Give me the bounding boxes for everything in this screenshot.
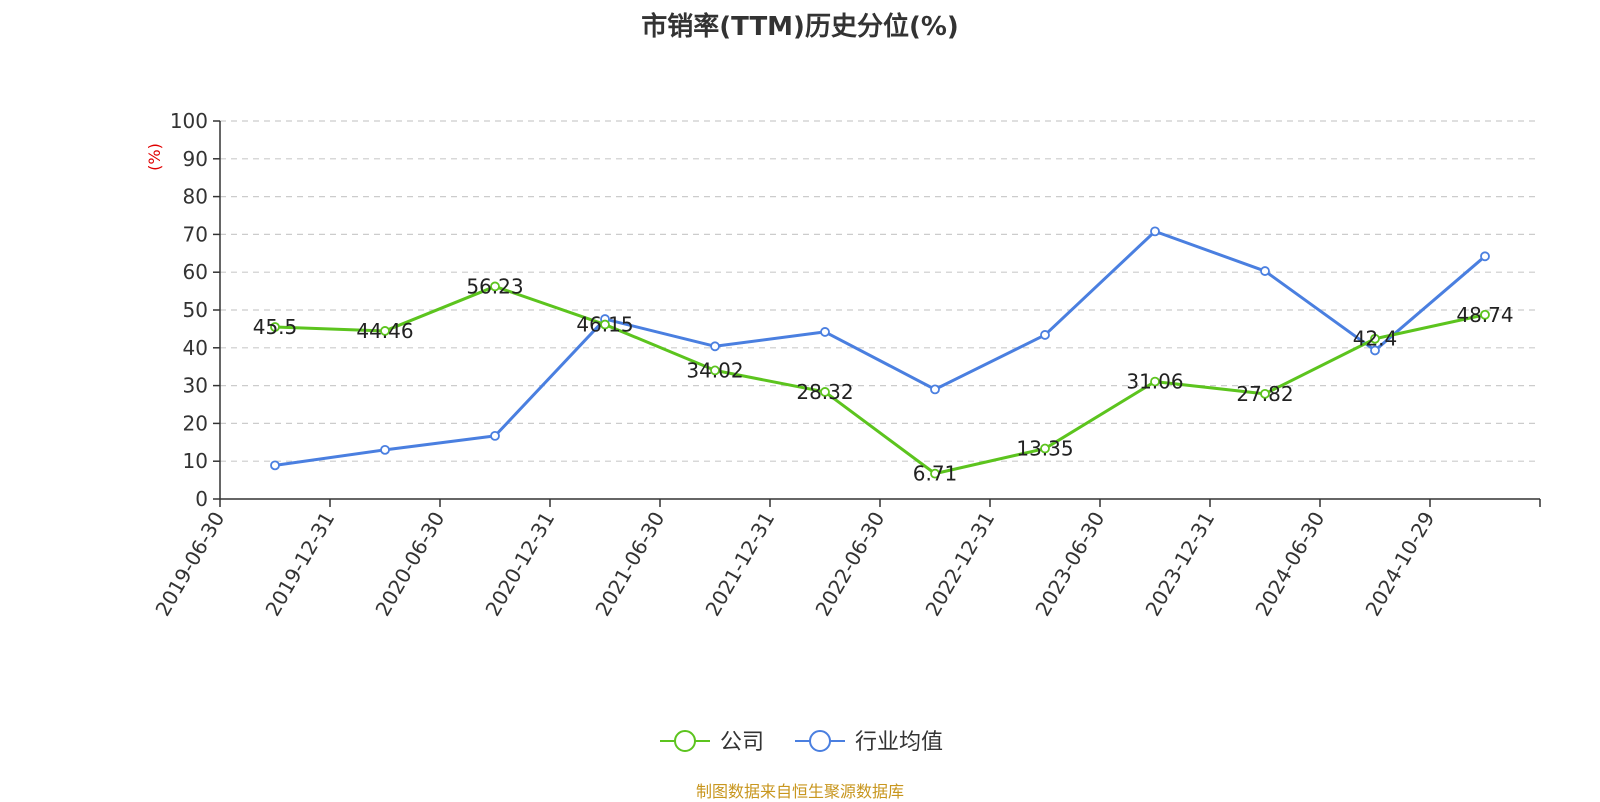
data-point [1480,309,1490,320]
data-point [380,444,390,455]
y-tick-label: 100 [170,109,208,133]
y-axis-label: (%) [145,143,164,171]
data-label: 28.32 [796,380,853,404]
data-label: 34.02 [686,358,743,382]
data-label: 44.46 [356,319,413,343]
data-point [490,281,500,292]
y-tick-label: 90 [183,147,208,171]
source-note: 制图数据来自恒生聚源数据库 [695,782,904,801]
legend[interactable]: 公司 行业均值 [660,730,943,755]
x-tick-label: 2024-06-30 [1250,508,1329,621]
data-point [270,322,280,332]
x-tick-label: 2023-12-31 [1140,508,1219,621]
y-tick-label: 70 [183,222,208,246]
series-line-1 [274,229,1486,467]
x-tick-label: 2020-12-31 [480,508,559,621]
data-label: 13.35 [1016,437,1073,461]
y-tick-label: 10 [183,449,208,473]
legend-item-1[interactable]: 行业均值 [795,730,943,755]
y-tick-label: 80 [183,185,208,209]
x-tick-label: 2022-12-31 [920,508,999,621]
data-point [1040,330,1050,340]
data-point [710,365,720,376]
series-lines [270,226,1490,479]
data-point [710,341,720,352]
chart-title: 市销率(TTM)历史分位(%) [641,12,959,42]
axes: 0 10 20 30 40 50 60 70 80 90 100 2019-06-30 2019-12-… [150,109,1541,621]
data-label: 46.15 [576,313,633,337]
data-label: 45.5 [253,315,298,339]
x-tick-label: 2021-12-31 [700,508,779,621]
data-point [1150,226,1160,237]
x-tick-label: 2023-06-30 [1030,508,1109,621]
legend-item-0[interactable]: 公司 [660,730,764,755]
data-point [380,326,390,336]
data-label: 6.71 [913,462,958,486]
data-point [1150,376,1160,387]
data-point [1040,443,1050,454]
data-point [490,430,500,441]
legend-marker-icon [674,730,696,752]
data-point [1480,251,1490,262]
data-point [820,387,830,397]
legend-marker-icon [809,730,831,752]
x-tick-label: 2020-06-30 [370,508,449,621]
data-point [1370,333,1380,344]
y-tick-label: 60 [183,260,208,284]
x-tick-label: 2024-10-29 [1360,508,1439,621]
y-tick-label: 20 [183,411,208,435]
x-tick-label: 2019-06-30 [150,508,229,621]
y-tick-label: 0 [195,487,208,511]
grid-lines [220,120,1540,462]
data-point [930,384,940,395]
data-label: 56.23 [466,274,523,298]
data-point [1370,345,1380,356]
data-label: 27.82 [1236,382,1293,406]
data-label: 48.74 [1456,303,1513,327]
data-point [1260,266,1270,276]
series-line-0 [274,284,1486,476]
x-tick-label: 2021-06-30 [590,508,669,621]
data-labels: 45.5 44.46 56.23 46.15 34.02 28.32 6.71 13.35 31… [253,274,1514,485]
data-point [270,460,280,471]
x-tick-label: 2019-12-31 [260,508,339,621]
y-tick-label: 30 [183,374,208,398]
legend-label: 行业均值 [855,730,943,755]
y-tick-label: 50 [183,298,208,322]
data-point [930,468,940,479]
data-point [1260,388,1270,399]
data-label: 42.4 [1353,327,1398,351]
data-point [820,327,830,337]
data-point [600,319,610,330]
y-tick-label: 40 [183,336,208,360]
data-label: 31.06 [1126,370,1183,394]
x-tick-label: 2022-06-30 [810,508,889,621]
legend-label: 公司 [720,730,764,755]
